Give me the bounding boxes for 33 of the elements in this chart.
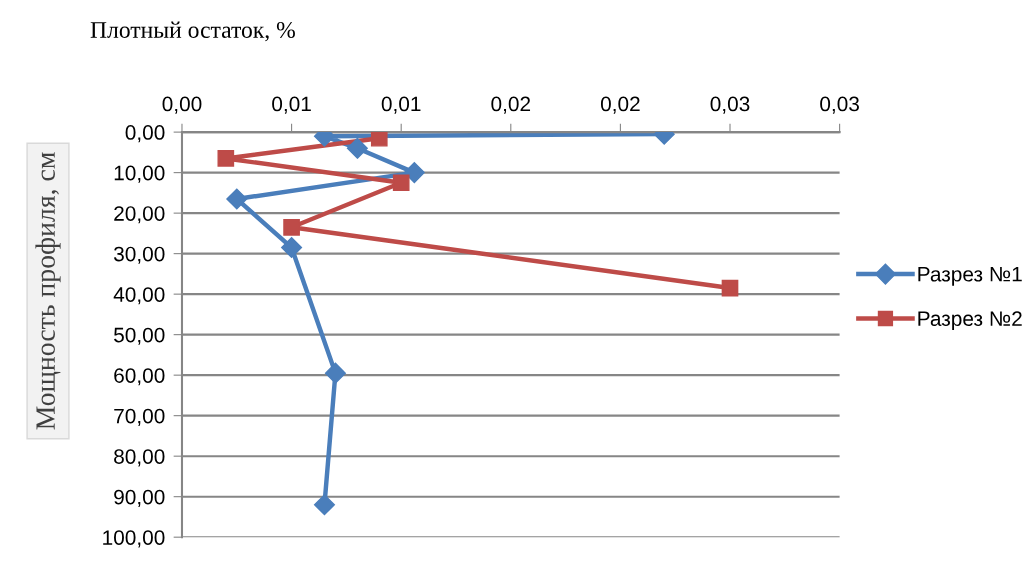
x-tick-label: 0,01 [272,96,311,114]
y-tick-label: 20,00 [114,206,165,224]
point [324,362,346,384]
x-tick-label: 0,00 [162,96,202,114]
point [283,218,300,236]
y-tick-label: 70,00 [114,408,165,426]
y-tick-label: 90,00 [114,489,165,507]
y-tick-label: 80,00 [114,449,165,467]
y-tick-label: 30,00 [113,246,165,264]
legend-label: Разрез №2 [918,311,1022,331]
point [281,237,303,259]
x-axis-title: Плотный остаток, % [90,21,295,42]
point [721,279,739,297]
x-tick-label: 0,03 [710,96,750,114]
y-tick-label: 100,00 [103,530,165,548]
x-tick-label: 0,03 [820,96,859,114]
point [217,150,235,167]
x-tick-label: 0,02 [600,96,640,114]
point [370,132,388,147]
point [346,137,368,159]
x-tick-label: 0,01 [381,96,421,114]
y-tick-label: 50,00 [114,327,165,345]
y-axis-title: Мощность профиля, см [35,152,61,430]
y-tick-label: 10,00 [114,165,165,183]
point [403,162,425,184]
legend-label: Разрез №1 [918,267,1022,286]
y-tick-label: 60,00 [114,368,165,386]
point [392,174,410,192]
y-tick-label: 0,00 [125,125,165,143]
x-tick-label: 0,02 [491,96,531,114]
point [226,188,248,210]
y-tick-label: 40,00 [113,287,165,305]
point [313,494,335,516]
